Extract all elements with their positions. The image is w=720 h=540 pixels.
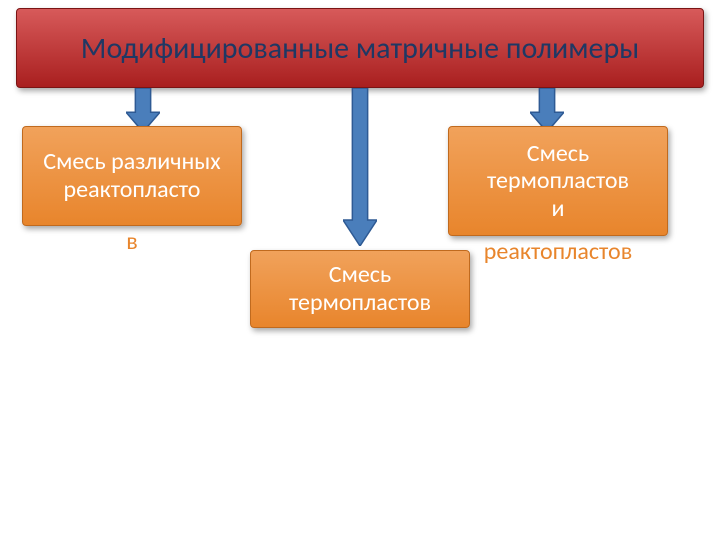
header-box: Модифицированные матричные полимеры (16, 8, 704, 88)
child-overflow-left: в (22, 228, 242, 256)
child-box-right: Смесь термопластов и (448, 126, 668, 236)
diagram-stage: Модифицированные матричные полимеры Смесь… (0, 0, 720, 540)
child-box-left: Смесь различных реактопласто (22, 126, 242, 226)
child-label-middle: Смесь термопластов (259, 261, 461, 316)
header-title: Модифицированные матричные полимеры (81, 32, 639, 65)
child-label-right: Смесь термопластов и (457, 140, 659, 223)
arrow-2 (343, 88, 377, 246)
child-label-left: Смесь различных реактопласто (31, 148, 233, 203)
child-overflow-right: реактопластов (448, 238, 668, 266)
child-box-middle: Смесь термопластов (250, 250, 470, 328)
